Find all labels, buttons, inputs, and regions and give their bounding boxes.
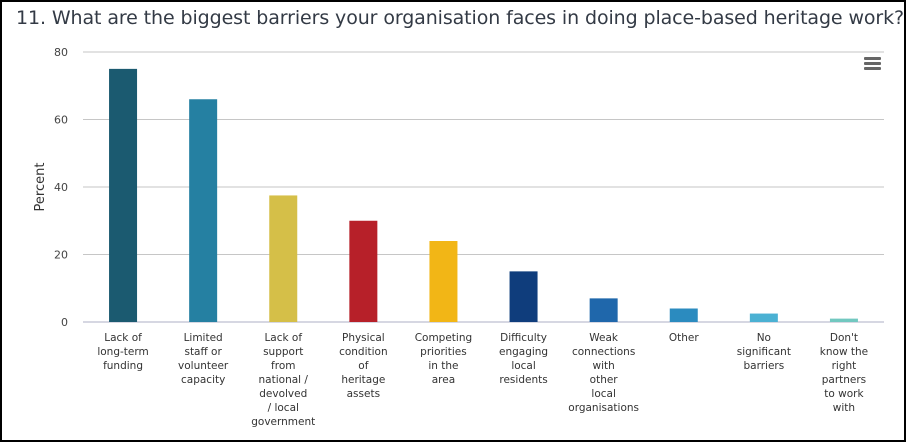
bar[interactable]: [589, 298, 618, 322]
bar[interactable]: [509, 271, 538, 322]
y-tick-label: 20: [54, 249, 68, 262]
bar[interactable]: [829, 318, 858, 322]
bar[interactable]: [429, 241, 458, 322]
bar[interactable]: [749, 313, 778, 322]
y-tick-label: 0: [61, 316, 68, 329]
x-tick-label: Competing priorities in the area: [415, 332, 472, 386]
bar[interactable]: [189, 99, 218, 322]
x-tick-label: Don't know the right partners to work with: [820, 332, 868, 414]
x-tick-label: Lack of support from national / devolved / lo…: [251, 332, 315, 428]
bar[interactable]: [269, 195, 298, 322]
y-tick-label: 40: [54, 181, 68, 194]
x-tick-label: No significant barriers: [737, 332, 791, 372]
y-tick-label: 80: [54, 46, 68, 59]
bar[interactable]: [109, 68, 138, 322]
x-tick-label: Limited staff or volunteer capacity: [178, 332, 229, 386]
chart-title: 11. What are the biggest barriers your o…: [16, 7, 905, 29]
x-tick-label: Difficulty engaging local residents: [499, 332, 548, 386]
y-tick-label: 60: [54, 114, 68, 127]
hamburger-menu-icon[interactable]: [864, 57, 881, 71]
x-tick-label: Other: [669, 332, 699, 344]
x-tick-label: Lack of long-term funding: [97, 332, 148, 372]
y-axis-label: Percent: [33, 163, 48, 212]
bar[interactable]: [349, 220, 378, 322]
bar[interactable]: [669, 308, 698, 323]
x-tick-label: Weak connections with other local organisatio…: [568, 332, 639, 414]
x-tick-label: Physical condition of heritage assets: [339, 332, 388, 400]
